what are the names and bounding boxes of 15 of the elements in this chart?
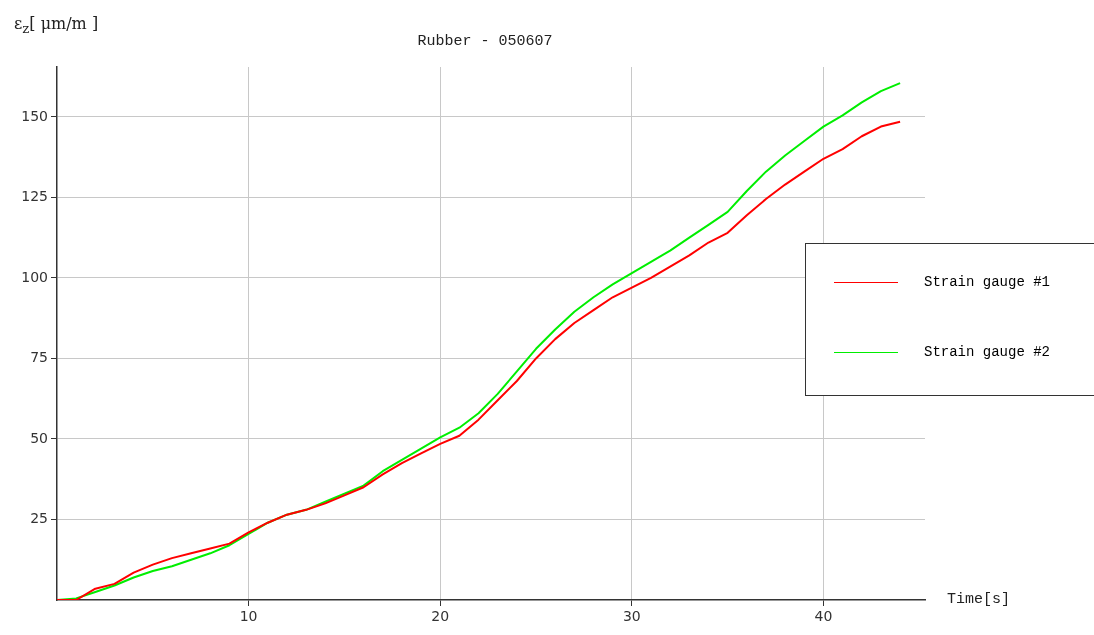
x-tick-label: 20 (431, 608, 450, 625)
legend-label: Strain gauge #2 (924, 344, 1051, 360)
y-tick-label: 100 (21, 268, 48, 285)
x-tick-label: 40 (814, 608, 833, 625)
y-tick-label: 50 (30, 429, 48, 446)
y-tick-label: 150 (21, 107, 48, 124)
x-tick-label: 30 (622, 608, 641, 625)
y-tick-label: 25 (30, 510, 48, 527)
legend-label: Strain gauge #1 (924, 274, 1051, 290)
y-axis-title: ε$_{z}$[ μm/m ] (14, 14, 99, 37)
y-tick-label: 125 (21, 188, 48, 205)
chart-title: Rubber - 050607 (417, 33, 553, 50)
y-tick-label: 75 (30, 349, 48, 366)
x-tick-label: 10 (239, 608, 258, 625)
x-axis-title: Time[s] (947, 591, 1011, 608)
